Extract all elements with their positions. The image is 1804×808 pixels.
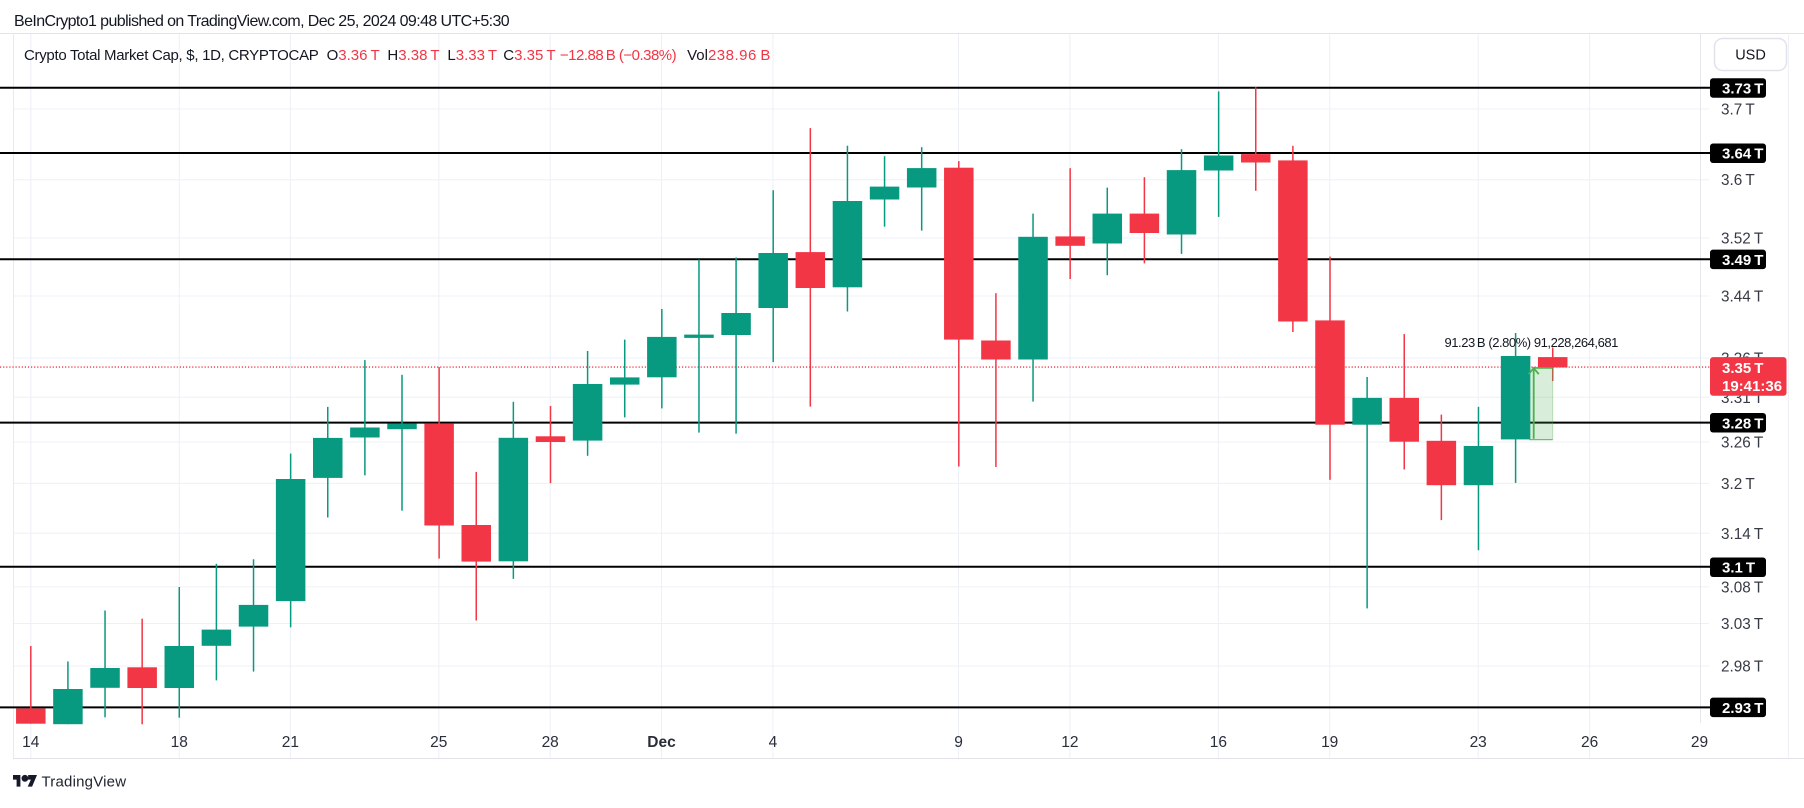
svg-text:29: 29	[1691, 734, 1708, 751]
svg-text:3.44 T: 3.44 T	[1721, 289, 1763, 306]
svg-text:21: 21	[282, 734, 299, 751]
svg-text:3.2 T: 3.2 T	[1721, 476, 1755, 493]
svg-text:3.6 T: 3.6 T	[1721, 172, 1755, 189]
svg-text:3.73 T: 3.73 T	[1722, 81, 1763, 98]
svg-text:14: 14	[22, 734, 40, 751]
svg-text:Crypto Total Market Cap, $, 1D: Crypto Total Market Cap, $, 1D, CRYPTOCA…	[24, 47, 771, 64]
svg-text:4: 4	[769, 734, 778, 751]
svg-text:18: 18	[171, 734, 188, 751]
svg-text:2.93 T: 2.93 T	[1722, 700, 1763, 717]
svg-text:3.52 T: 3.52 T	[1721, 231, 1763, 248]
svg-text:2.98 T: 2.98 T	[1721, 659, 1763, 676]
svg-text:3.64 T: 3.64 T	[1722, 146, 1763, 163]
svg-text:28: 28	[542, 734, 559, 751]
svg-text:3.49 T: 3.49 T	[1722, 252, 1763, 269]
svg-text:3.28 T: 3.28 T	[1722, 415, 1763, 432]
svg-text:BeInCrypto1 published on Tradi: BeInCrypto1 published on TradingView.com…	[14, 13, 510, 30]
svg-text:3.08 T: 3.08 T	[1721, 579, 1763, 596]
svg-text:3.1 T: 3.1 T	[1722, 560, 1755, 577]
svg-text:3.35 T: 3.35 T	[1722, 360, 1763, 377]
svg-text:3.14 T: 3.14 T	[1721, 526, 1763, 543]
svg-text:USD: USD	[1735, 47, 1766, 63]
svg-text:9: 9	[954, 734, 963, 751]
svg-text:19: 19	[1321, 734, 1338, 751]
svg-text:91.23 B (2.80%) 91,228,264,681: 91.23 B (2.80%) 91,228,264,681	[1445, 335, 1619, 350]
svg-text:3.26 T: 3.26 T	[1721, 435, 1763, 452]
svg-text:16: 16	[1210, 734, 1227, 751]
svg-text:25: 25	[430, 734, 447, 751]
svg-text:3.7 T: 3.7 T	[1721, 102, 1755, 119]
svg-text:23: 23	[1470, 734, 1487, 751]
svg-text:12: 12	[1061, 734, 1078, 751]
svg-text:TradingView: TradingView	[42, 773, 127, 790]
svg-text:3.03 T: 3.03 T	[1721, 616, 1763, 633]
svg-text:19:41:36: 19:41:36	[1722, 378, 1782, 395]
svg-text:Dec: Dec	[647, 734, 676, 751]
svg-text:26: 26	[1581, 734, 1598, 751]
